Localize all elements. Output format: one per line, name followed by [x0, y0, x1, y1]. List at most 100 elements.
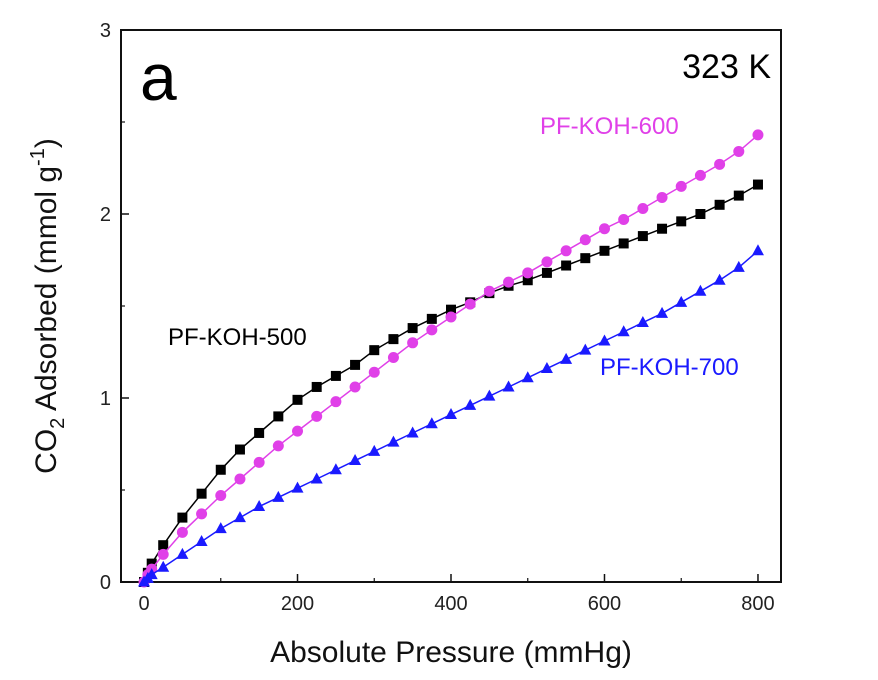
x-axis-title: Absolute Pressure (mmHg) [270, 636, 632, 669]
data-point-pf-koh-700 [176, 547, 189, 559]
data-point-pf-koh-700 [598, 334, 611, 346]
data-point-pf-koh-500 [522, 275, 533, 286]
series-label-pf-koh-700: PF-KOH-700 [600, 354, 739, 381]
y-axis-title-subscript: 2 [47, 418, 69, 429]
y-axis-title: CO2 Adsorbed (mmol g-1) [27, 138, 69, 474]
data-point-pf-koh-600 [253, 456, 265, 468]
data-point-pf-koh-600 [637, 202, 649, 214]
data-point-pf-koh-500 [215, 464, 226, 475]
data-point-pf-koh-500 [637, 231, 648, 242]
data-point-pf-koh-500 [541, 267, 552, 278]
series-pf-koh-500 [139, 179, 763, 587]
data-point-pf-koh-700 [387, 435, 400, 447]
data-point-pf-koh-500 [292, 394, 303, 405]
data-point-pf-koh-500 [254, 427, 265, 438]
data-point-pf-koh-600 [541, 256, 553, 268]
data-point-pf-koh-500 [311, 381, 322, 392]
data-point-pf-koh-500 [733, 190, 744, 201]
data-point-pf-koh-700 [445, 408, 457, 420]
data-point-pf-koh-700 [560, 352, 573, 364]
series-label-pf-koh-600: PF-KOH-600 [540, 113, 679, 140]
data-point-pf-koh-600 [464, 298, 476, 310]
y-axis-title-superscript: -1 [27, 148, 49, 166]
data-point-pf-koh-700 [636, 316, 649, 328]
x-tick-label-0: 0 [138, 593, 149, 615]
data-point-pf-koh-700 [425, 417, 438, 429]
data-point-pf-koh-700 [675, 295, 688, 307]
data-point-pf-koh-500 [369, 345, 380, 356]
data-point-pf-koh-500 [177, 512, 188, 523]
data-point-pf-koh-500 [446, 304, 456, 315]
data-point-pf-koh-500 [618, 238, 629, 249]
data-point-pf-koh-600 [311, 410, 323, 422]
data-point-pf-koh-600 [234, 473, 246, 485]
data-point-pf-koh-500 [407, 323, 418, 334]
data-point-pf-koh-700 [502, 380, 515, 392]
data-point-pf-koh-500 [714, 199, 725, 210]
data-point-pf-koh-700 [617, 325, 630, 337]
series-pf-koh-700 [138, 244, 764, 587]
data-point-pf-koh-700 [145, 568, 158, 580]
y-tick-label-0: 0 [100, 572, 111, 594]
data-point-pf-koh-700 [579, 343, 592, 355]
series-pf-koh-600 [138, 129, 764, 588]
data-point-pf-koh-500 [388, 334, 399, 345]
data-point-pf-koh-600 [675, 180, 687, 192]
data-point-pf-koh-500 [752, 179, 763, 190]
data-point-pf-koh-600 [733, 145, 745, 157]
data-point-pf-koh-700 [310, 472, 323, 484]
data-point-pf-koh-500 [146, 558, 157, 569]
data-point-pf-koh-700 [195, 535, 208, 547]
data-point-pf-koh-600 [196, 508, 208, 520]
data-point-pf-koh-700 [349, 454, 362, 466]
x-tick-label-600: 600 [588, 593, 621, 615]
data-point-pf-koh-600 [598, 223, 610, 235]
data-point-pf-koh-600 [656, 191, 668, 203]
data-point-pf-koh-500 [561, 260, 572, 271]
data-point-pf-koh-700 [751, 244, 764, 256]
data-point-pf-koh-600 [483, 285, 495, 297]
data-point-pf-koh-500 [330, 370, 341, 381]
data-point-pf-koh-700 [656, 306, 669, 318]
data-point-pf-koh-600 [407, 337, 419, 349]
data-point-pf-koh-700 [368, 444, 381, 456]
data-point-pf-koh-600 [330, 396, 342, 408]
data-point-pf-koh-500 [196, 488, 207, 499]
axis-ticks: 0 200 400 600 800 0 1 2 3 [100, 20, 775, 615]
data-point-pf-koh-600 [694, 169, 706, 181]
data-point-pf-koh-600 [714, 158, 726, 170]
data-point-pf-koh-700 [483, 389, 496, 401]
y-tick-label-3: 3 [100, 20, 111, 42]
data-point-pf-koh-700 [406, 426, 419, 438]
series-line-pf-koh-500 [143, 183, 759, 583]
data-point-pf-koh-500 [158, 540, 169, 551]
data-point-pf-koh-700 [732, 260, 745, 272]
y-axis-title-rest: Adsorbed (mmol g [30, 166, 63, 418]
data-point-pf-koh-600 [560, 245, 572, 257]
data-point-pf-koh-700 [272, 490, 285, 502]
x-tick-label-800: 800 [741, 593, 774, 615]
data-point-pf-koh-600 [176, 526, 188, 538]
x-tick-label-200: 200 [281, 593, 314, 615]
data-point-pf-koh-700 [214, 522, 227, 534]
data-point-pf-koh-600 [157, 548, 169, 560]
data-point-pf-koh-600 [579, 234, 591, 246]
temperature-annotation: 323 K [682, 48, 771, 86]
data-point-pf-koh-700 [713, 273, 726, 285]
data-point-pf-koh-600 [349, 381, 361, 393]
data-point-pf-koh-500 [426, 313, 437, 324]
data-point-pf-koh-500 [657, 223, 668, 234]
data-point-pf-koh-700 [291, 481, 304, 493]
data-point-pf-koh-700 [521, 371, 534, 383]
data-point-pf-koh-500 [580, 253, 591, 264]
data-point-pf-koh-700 [253, 500, 266, 512]
data-point-pf-koh-700 [464, 398, 477, 410]
data-point-pf-koh-500 [234, 444, 245, 455]
y-tick-label-2: 2 [100, 204, 111, 226]
data-point-pf-koh-700 [157, 560, 170, 572]
data-point-pf-koh-600 [272, 440, 284, 452]
data-point-pf-koh-700 [233, 511, 246, 523]
data-point-pf-koh-500 [273, 411, 284, 422]
x-tick-label-400: 400 [434, 593, 467, 615]
data-point-pf-koh-600 [445, 311, 457, 323]
